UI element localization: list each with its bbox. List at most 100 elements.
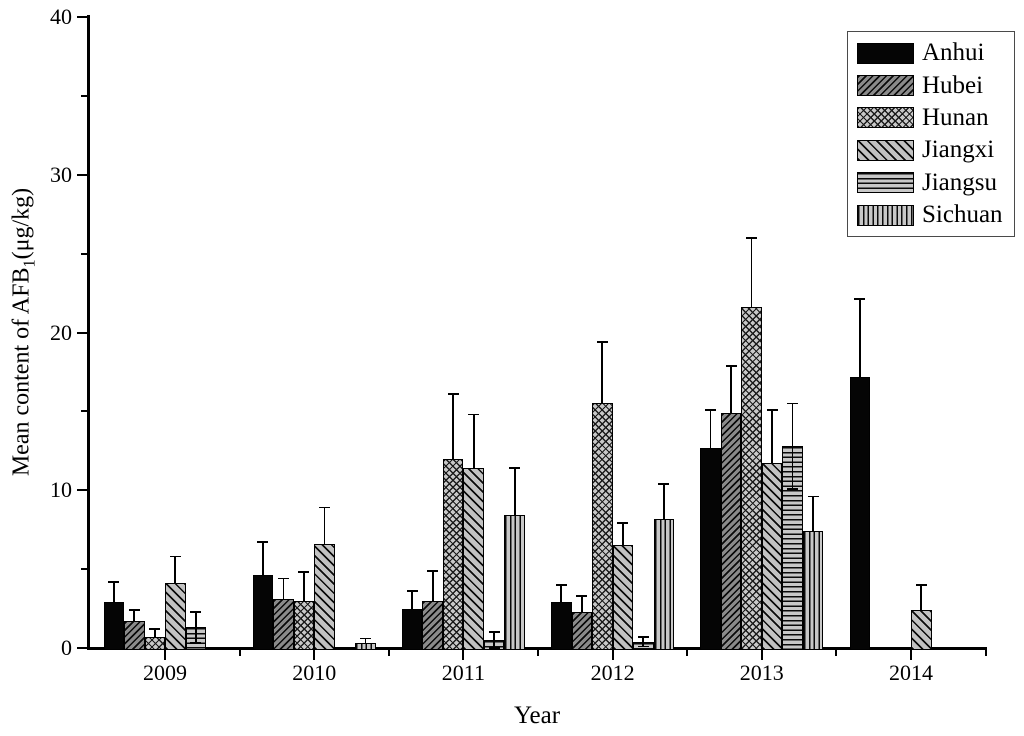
error-bar-hubei-2010-line xyxy=(282,578,285,600)
error-bar-hunan-2011-cap-top xyxy=(447,393,459,395)
y-tick-label: 30 xyxy=(50,161,72,187)
legend-swatch-diag-up-icon xyxy=(857,75,914,97)
error-bar-jiangxi-2013-cap-top xyxy=(766,408,778,411)
bar-sichuan-2013 xyxy=(802,531,824,650)
bar-jiangxi-2010 xyxy=(314,543,335,650)
error-bar-sichuan-2010-line xyxy=(364,638,367,644)
bar-hunan-2012 xyxy=(592,403,613,650)
y-major-tick xyxy=(76,16,87,18)
x-tick-label: 2009 xyxy=(143,660,187,685)
error-bar-jiangxi-2009-cap-top xyxy=(169,555,181,558)
error-bar-hunan-2012-line xyxy=(601,341,604,404)
error-bar-jiangsu-2012-cap-top xyxy=(637,636,649,638)
error-bar-jiangsu-2009-cap-top xyxy=(190,610,202,613)
error-bar-anhui-2010-cap-top xyxy=(257,541,269,544)
error-bar-hubei-2009-cap-top xyxy=(128,609,140,612)
error-bar-jiangsu-2012-line xyxy=(642,636,645,647)
error-bar-hubei-2012-line xyxy=(580,595,583,612)
error-bar-anhui-2011-cap-top xyxy=(406,590,418,593)
x-tick-label: 2013 xyxy=(739,660,784,685)
error-bar-anhui-2009-cap-top xyxy=(108,580,120,583)
error-bar-anhui-2014-cap-top xyxy=(854,298,866,301)
bar-hunan-2009 xyxy=(144,636,165,650)
error-bar-jiangxi-2009-line xyxy=(174,556,177,584)
error-bar-jiangxi-2010-line xyxy=(323,507,326,544)
y-major-tick xyxy=(76,331,87,334)
x-tick-label: 2010 xyxy=(292,660,337,685)
error-bar-sichuan-2013-line xyxy=(812,496,814,532)
error-bar-jiangxi-2011-cap-top xyxy=(468,413,480,416)
x-minor-tick xyxy=(238,649,241,656)
legend-swatch-solid-icon xyxy=(857,42,914,64)
legend-item-jiangsu: Jiangsu xyxy=(857,167,1010,199)
legend-swatch-diag-down-icon xyxy=(857,139,914,161)
y-tick-label: 20 xyxy=(50,319,72,345)
bar-anhui-2013 xyxy=(700,447,721,650)
x-axis-title: Year xyxy=(513,702,561,729)
error-bar-jiangxi-2010-cap-top xyxy=(318,506,330,509)
error-bar-hunan-2012-cap-top xyxy=(596,341,608,343)
bar-sichuan-2012 xyxy=(653,518,675,650)
error-bar-jiangsu-2009-line xyxy=(194,611,197,644)
legend-swatch-horizontal-icon xyxy=(857,172,914,194)
error-bar-jiangxi-2011-line xyxy=(472,414,475,469)
bar-jiangxi-2012 xyxy=(612,545,634,650)
bar-anhui-2010 xyxy=(252,575,274,650)
bar-anhui-2011 xyxy=(401,608,423,650)
error-bar-hunan-2009-cap-top xyxy=(149,628,161,630)
error-bar-hubei-2009-line xyxy=(133,610,136,622)
legend-swatch-vertical-icon xyxy=(857,204,914,226)
error-bar-hunan-2010-line xyxy=(303,572,305,601)
error-bar-hunan-2013-line xyxy=(750,237,753,308)
legend-swatch-crosshatch-icon xyxy=(857,107,914,129)
x-tick-label: 2011 xyxy=(441,660,485,685)
bar-sichuan-2010 xyxy=(355,643,376,650)
x-tick-label: 2012 xyxy=(590,660,635,685)
legend: Anhui Hubei Hunan Jiangxi Jiangsu Sichuan xyxy=(847,31,1015,238)
error-bar-jiangsu-2013-cap-top xyxy=(787,402,799,405)
error-bar-jiangsu-2011-line xyxy=(493,632,496,648)
error-bar-jiangxi-2013-line xyxy=(771,409,773,464)
error-bar-jiangxi-2014-line xyxy=(920,584,923,611)
bar-jiangxi-2011 xyxy=(463,468,484,650)
error-bar-sichuan-2012-cap-top xyxy=(658,483,670,485)
legend-label: Hunan xyxy=(922,103,989,131)
bar-hubei-2012 xyxy=(571,611,593,650)
bar-anhui-2012 xyxy=(551,602,572,650)
x-minor-tick xyxy=(537,649,539,656)
legend-label: Sichuan xyxy=(922,201,1003,229)
error-bar-sichuan-2011-cap-top xyxy=(509,467,521,470)
error-bar-anhui-2013-line xyxy=(709,409,712,448)
bar-hunan-2010 xyxy=(293,600,315,650)
y-major-tick xyxy=(76,647,87,649)
error-bar-sichuan-2013-cap-top xyxy=(807,495,819,498)
y-axis-title-text: Mean content of AFB xyxy=(8,267,35,477)
error-bar-hunan-2010-cap-top xyxy=(298,571,310,574)
y-axis-title-subscript: 1 xyxy=(19,259,39,268)
bar-hubei-2009 xyxy=(124,621,145,650)
bar-anhui-2009 xyxy=(103,602,124,650)
error-bar-hubei-2012-cap-top xyxy=(576,595,588,597)
error-bar-jiangsu-2011-cap-top xyxy=(488,631,500,634)
y-axis-line xyxy=(86,15,90,650)
x-major-tick xyxy=(164,649,166,660)
legend-item-hubei: Hubei xyxy=(857,69,1010,101)
error-bar-jiangxi-2014-cap-top xyxy=(915,584,927,586)
bar-hunan-2011 xyxy=(442,458,464,650)
error-bar-jiangsu-2013-cap-bottom xyxy=(787,487,799,490)
legend-label: Hubei xyxy=(922,71,984,99)
error-bar-hubei-2010-cap-top xyxy=(277,577,289,580)
bar-jiangxi-2009 xyxy=(165,583,186,650)
error-bar-jiangxi-2012-line xyxy=(621,523,624,546)
x-minor-tick xyxy=(984,649,987,656)
x-minor-tick xyxy=(835,649,838,656)
bar-hunan-2013 xyxy=(741,307,762,650)
legend-label: Jiangxi xyxy=(922,136,995,164)
error-bar-anhui-2014-line xyxy=(858,299,861,377)
bar-anhui-2014 xyxy=(849,376,870,650)
y-tick-label: 40 xyxy=(50,4,72,29)
legend-label: Anhui xyxy=(922,39,985,67)
error-bar-jiangsu-2011-cap-bottom xyxy=(488,647,500,649)
error-bar-anhui-2012-cap-top xyxy=(555,584,567,586)
